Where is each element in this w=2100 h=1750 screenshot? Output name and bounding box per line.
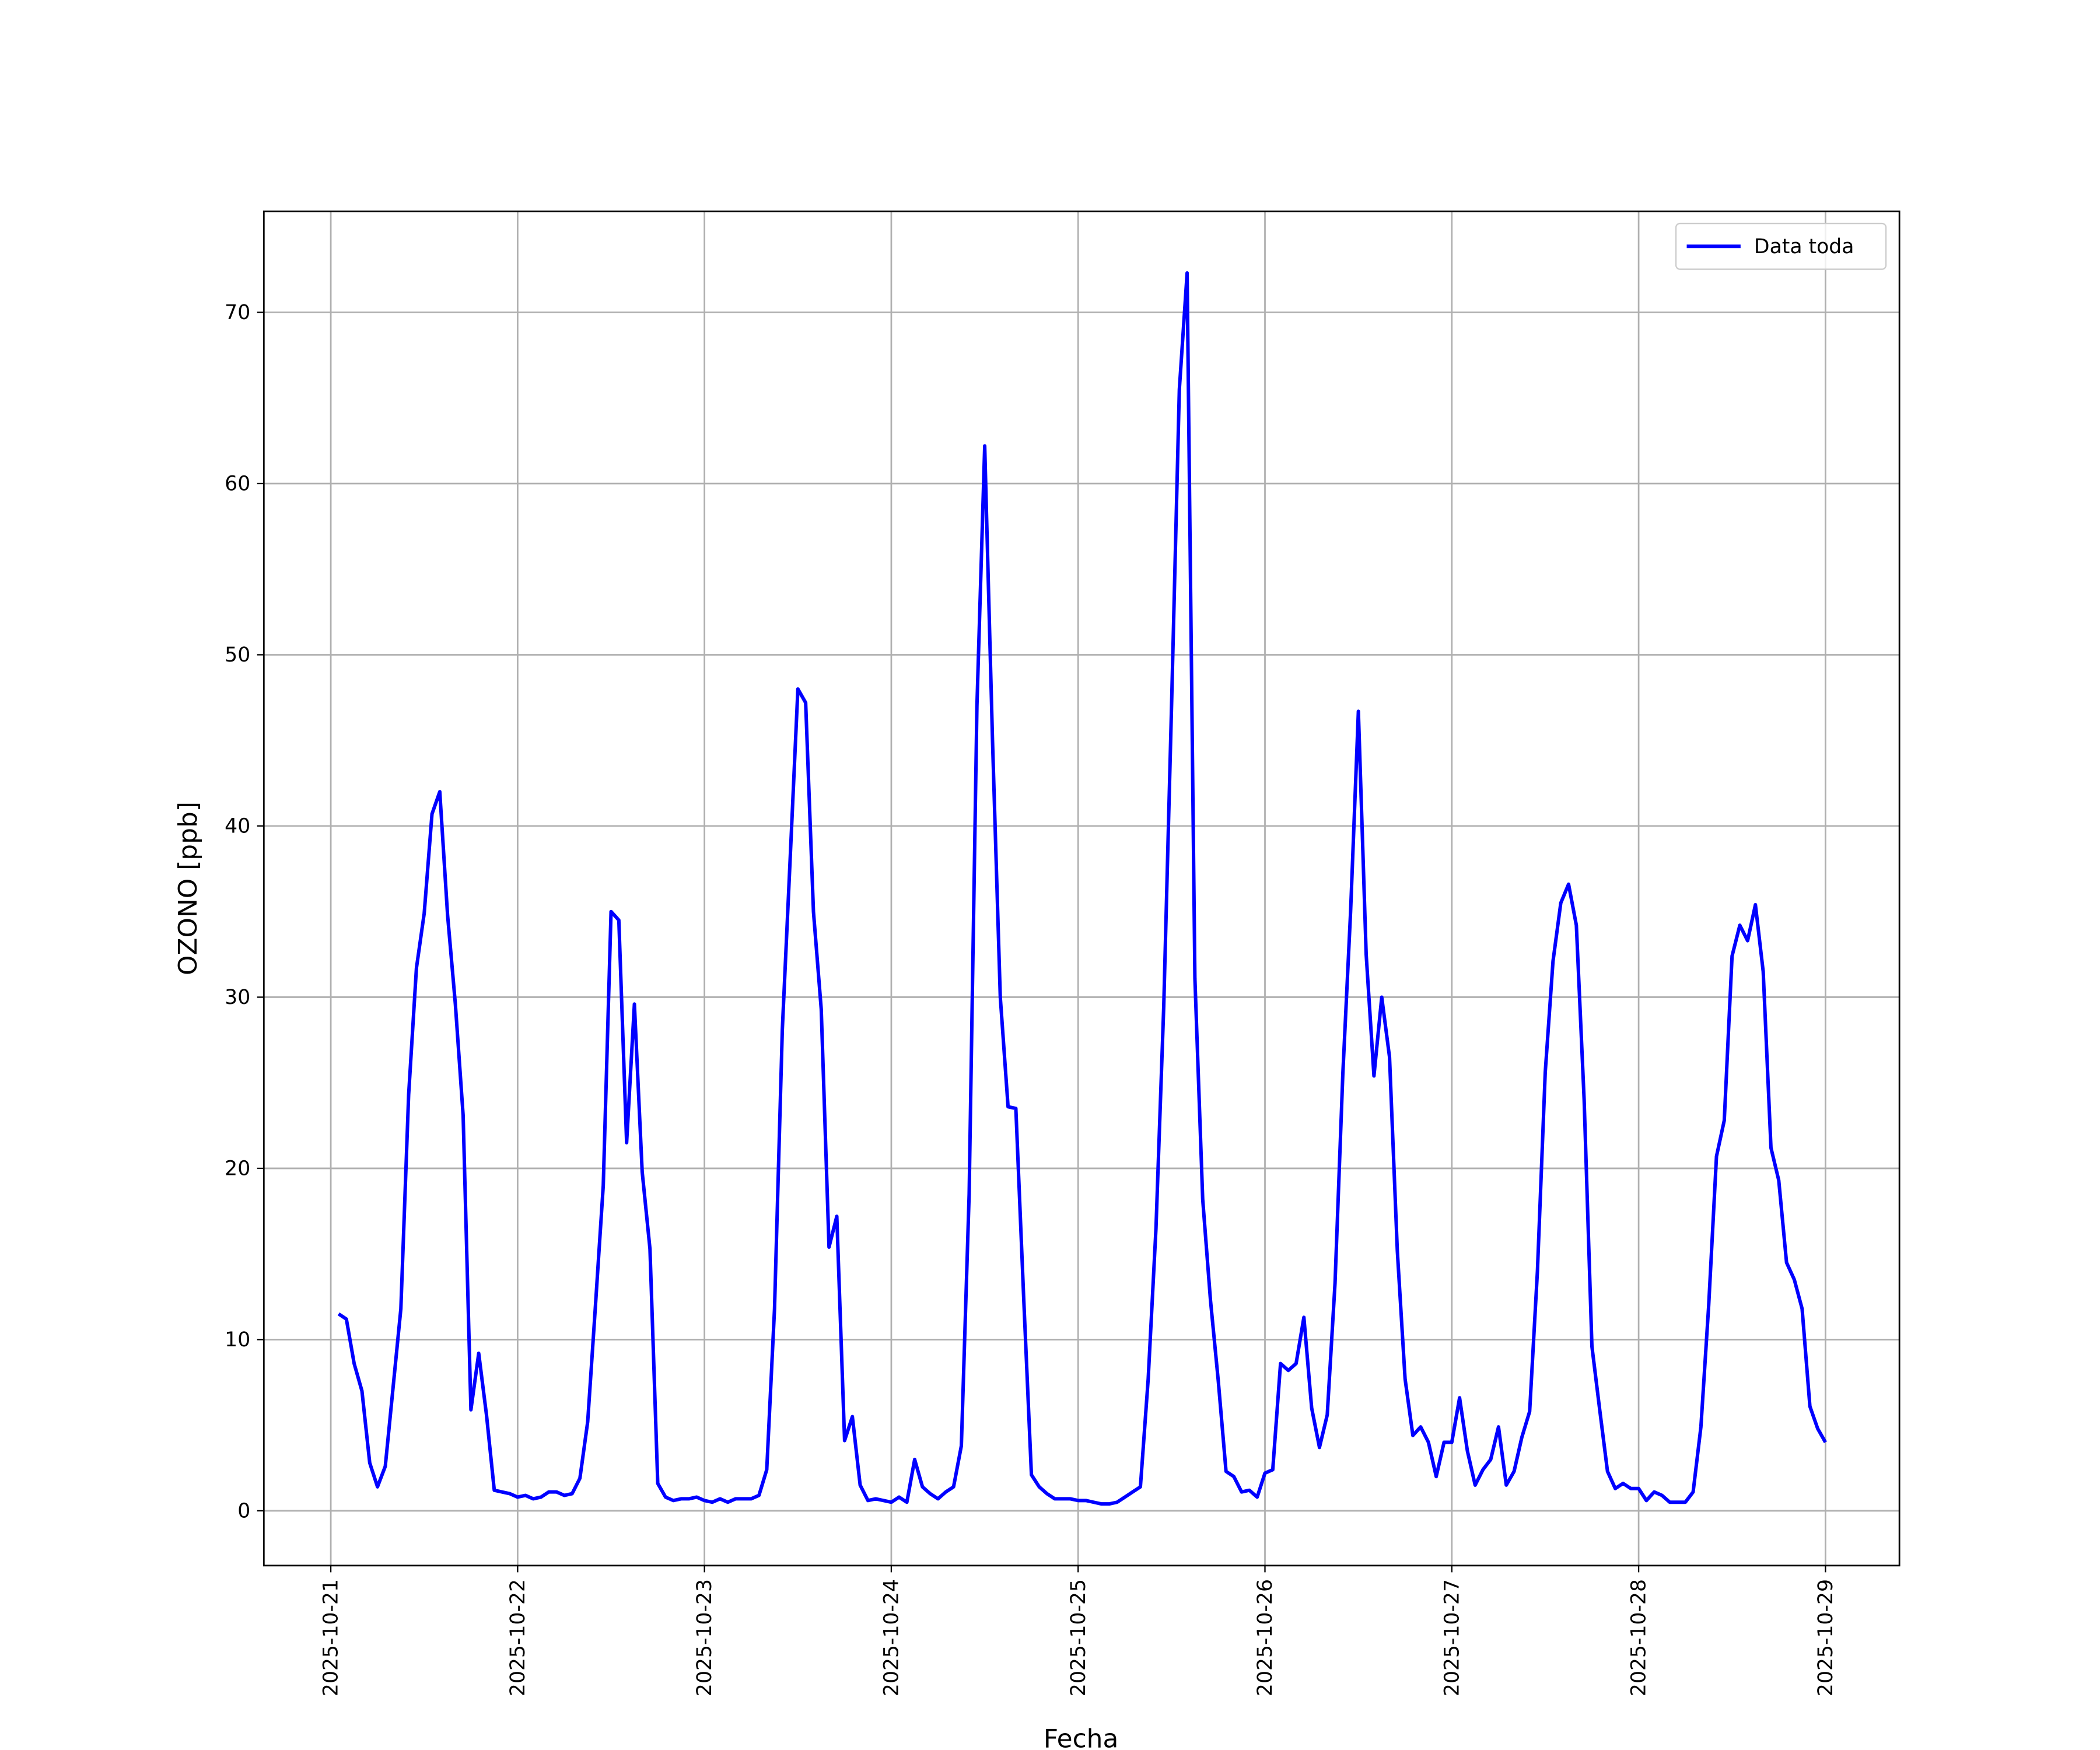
y-tick-label: 0 [237, 1499, 250, 1522]
x-tick-label: 2025-10-23 [693, 1579, 716, 1696]
x-tick-label: 2025-10-25 [1067, 1579, 1090, 1696]
y-tick-label: 30 [225, 986, 250, 1009]
x-tick-label: 2025-10-22 [506, 1579, 530, 1696]
y-tick-label: 50 [225, 643, 250, 667]
y-tick-label: 70 [225, 301, 250, 324]
legend-label: Data toda [1754, 235, 1854, 258]
x-tick-label: 2025-10-27 [1440, 1579, 1464, 1696]
y-tick-label: 10 [225, 1328, 250, 1352]
data-line [337, 271, 1827, 1506]
y-tick-label: 40 [225, 814, 250, 838]
y-axis-label: OZONO [ppb] [173, 802, 203, 975]
x-tick-label: 2025-10-29 [1814, 1579, 1838, 1696]
x-tick-label: 2025-10-26 [1254, 1579, 1277, 1696]
y-tick-label: 20 [225, 1157, 250, 1180]
legend: Data toda [1675, 222, 1887, 270]
x-axis-label: Fecha [1044, 1724, 1119, 1750]
x-tick-label: 2025-10-21 [320, 1579, 343, 1696]
y-tick-label: 60 [225, 473, 250, 496]
x-tick-label: 2025-10-28 [1628, 1579, 1651, 1696]
x-tick-label: 2025-10-24 [880, 1579, 903, 1696]
legend-box [1675, 222, 1887, 270]
plot-frame [262, 210, 1901, 1567]
